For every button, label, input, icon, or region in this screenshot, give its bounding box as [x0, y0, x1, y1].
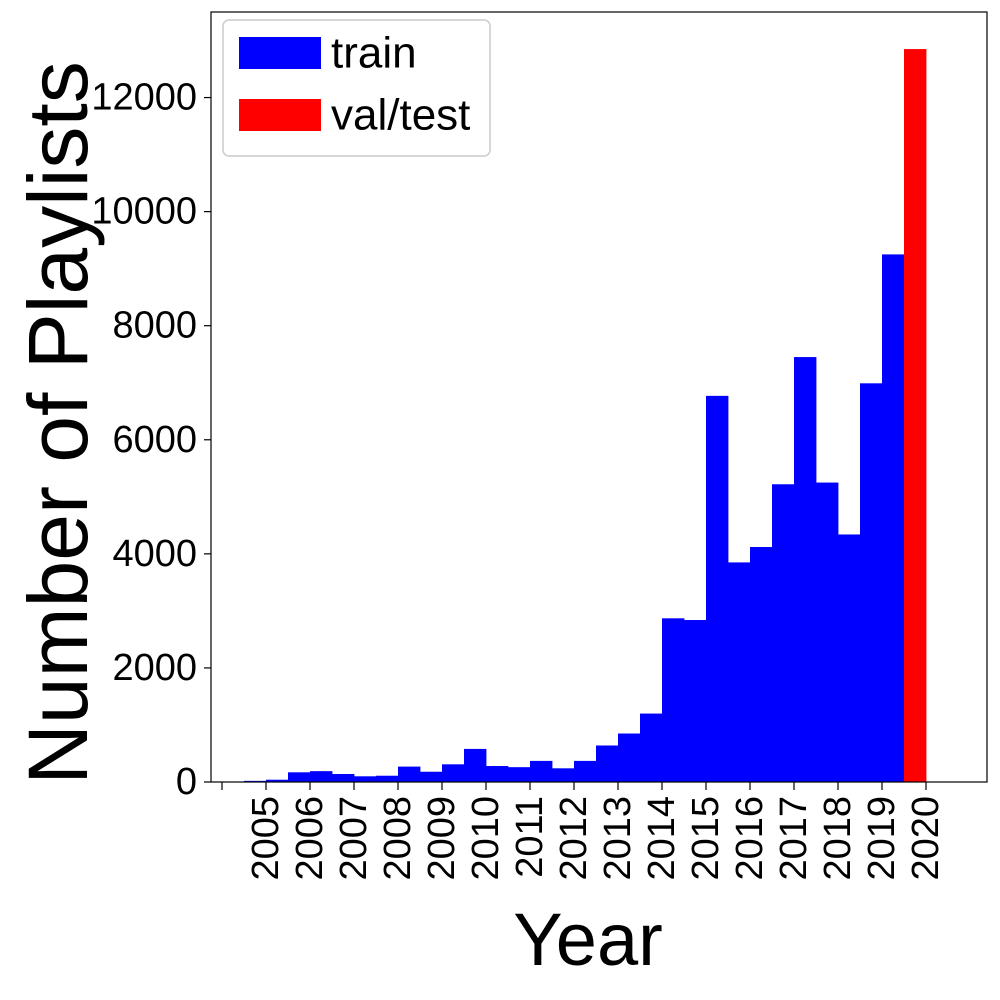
bar-train-21 [706, 395, 729, 782]
bar-train-25 [794, 357, 817, 782]
bar-train-17 [618, 733, 641, 782]
y-tick-label-0: 0 [176, 761, 197, 803]
y-tick-label-4: 8000 [112, 305, 197, 347]
x-tick-label-2005: 2005 [245, 796, 287, 881]
legend-label-0: train [331, 29, 417, 78]
bar-train-20 [684, 620, 707, 782]
y-tick-label-5: 10000 [91, 191, 197, 233]
legend-swatch-0 [239, 37, 321, 69]
x-tick-label-2009: 2009 [421, 796, 463, 881]
bar-train-16 [596, 745, 619, 782]
bar-train-23 [750, 547, 773, 782]
legend-label-1: val/test [331, 91, 470, 140]
bar-train-27 [838, 534, 861, 782]
bar-train-11 [486, 766, 509, 782]
x-tick-label-2014: 2014 [641, 796, 683, 881]
y-tick-label-1: 2000 [112, 647, 197, 689]
x-tick-label-2016: 2016 [729, 796, 771, 881]
bar-train-22 [728, 562, 751, 782]
x-tick-label-2012: 2012 [553, 796, 595, 881]
bar-train-18 [640, 713, 663, 782]
legend-swatch-1 [239, 99, 321, 131]
bar-train-26 [816, 482, 839, 782]
bar-train-14 [552, 768, 575, 782]
bar-train-29 [882, 254, 905, 782]
x-ticks: 2005 2006 2007 2008 2009 2010 2011 2012 2013 2014… [221, 782, 947, 881]
y-tick-label-3: 6000 [112, 419, 197, 461]
x-tick-label-2019: 2019 [861, 796, 903, 881]
bar-val-test-0 [904, 49, 927, 782]
x-axis-label: Year [513, 898, 663, 981]
bar-train-12 [508, 767, 531, 782]
x-tick-label-2020: 2020 [905, 796, 947, 881]
bar-train-2 [288, 772, 311, 782]
y-ticks: 0 2000 4000 6000 8000 10000 12000 [91, 77, 211, 803]
bar-train-6 [376, 775, 399, 782]
x-tick-label-2006: 2006 [289, 796, 331, 881]
bar-train-15 [574, 760, 597, 782]
bar-train-24 [772, 484, 795, 782]
x-tick-label-2010: 2010 [465, 796, 507, 881]
x-tick-label-2018: 2018 [817, 796, 859, 881]
bar-train-8 [420, 771, 443, 782]
bar-train-1 [266, 779, 289, 782]
x-tick-label-2015: 2015 [685, 796, 727, 881]
bar-train-4 [332, 774, 355, 782]
x-tick-label-2007: 2007 [333, 796, 375, 881]
y-tick-label-6: 12000 [91, 77, 197, 119]
bar-train-13 [530, 760, 553, 782]
x-tick-label-2017: 2017 [773, 796, 815, 881]
bar-train-19 [662, 618, 685, 782]
plot-frame [210, 11, 988, 783]
bar-train-9 [442, 764, 465, 782]
bar-train-7 [398, 766, 421, 782]
bars-group [244, 49, 927, 782]
bar-train-10 [464, 748, 487, 782]
x-tick-label-2008: 2008 [377, 796, 419, 881]
bar-train-5 [354, 776, 377, 782]
x-tick-label-2013: 2013 [597, 796, 639, 881]
y-axis-label: Number of Playlists [11, 61, 105, 785]
y-tick-label-2: 4000 [112, 533, 197, 575]
legend: train val/test [222, 19, 491, 157]
x-tick-label-2011: 2011 [509, 796, 551, 878]
bar-train-3 [310, 771, 333, 782]
bar-train-28 [860, 383, 883, 782]
